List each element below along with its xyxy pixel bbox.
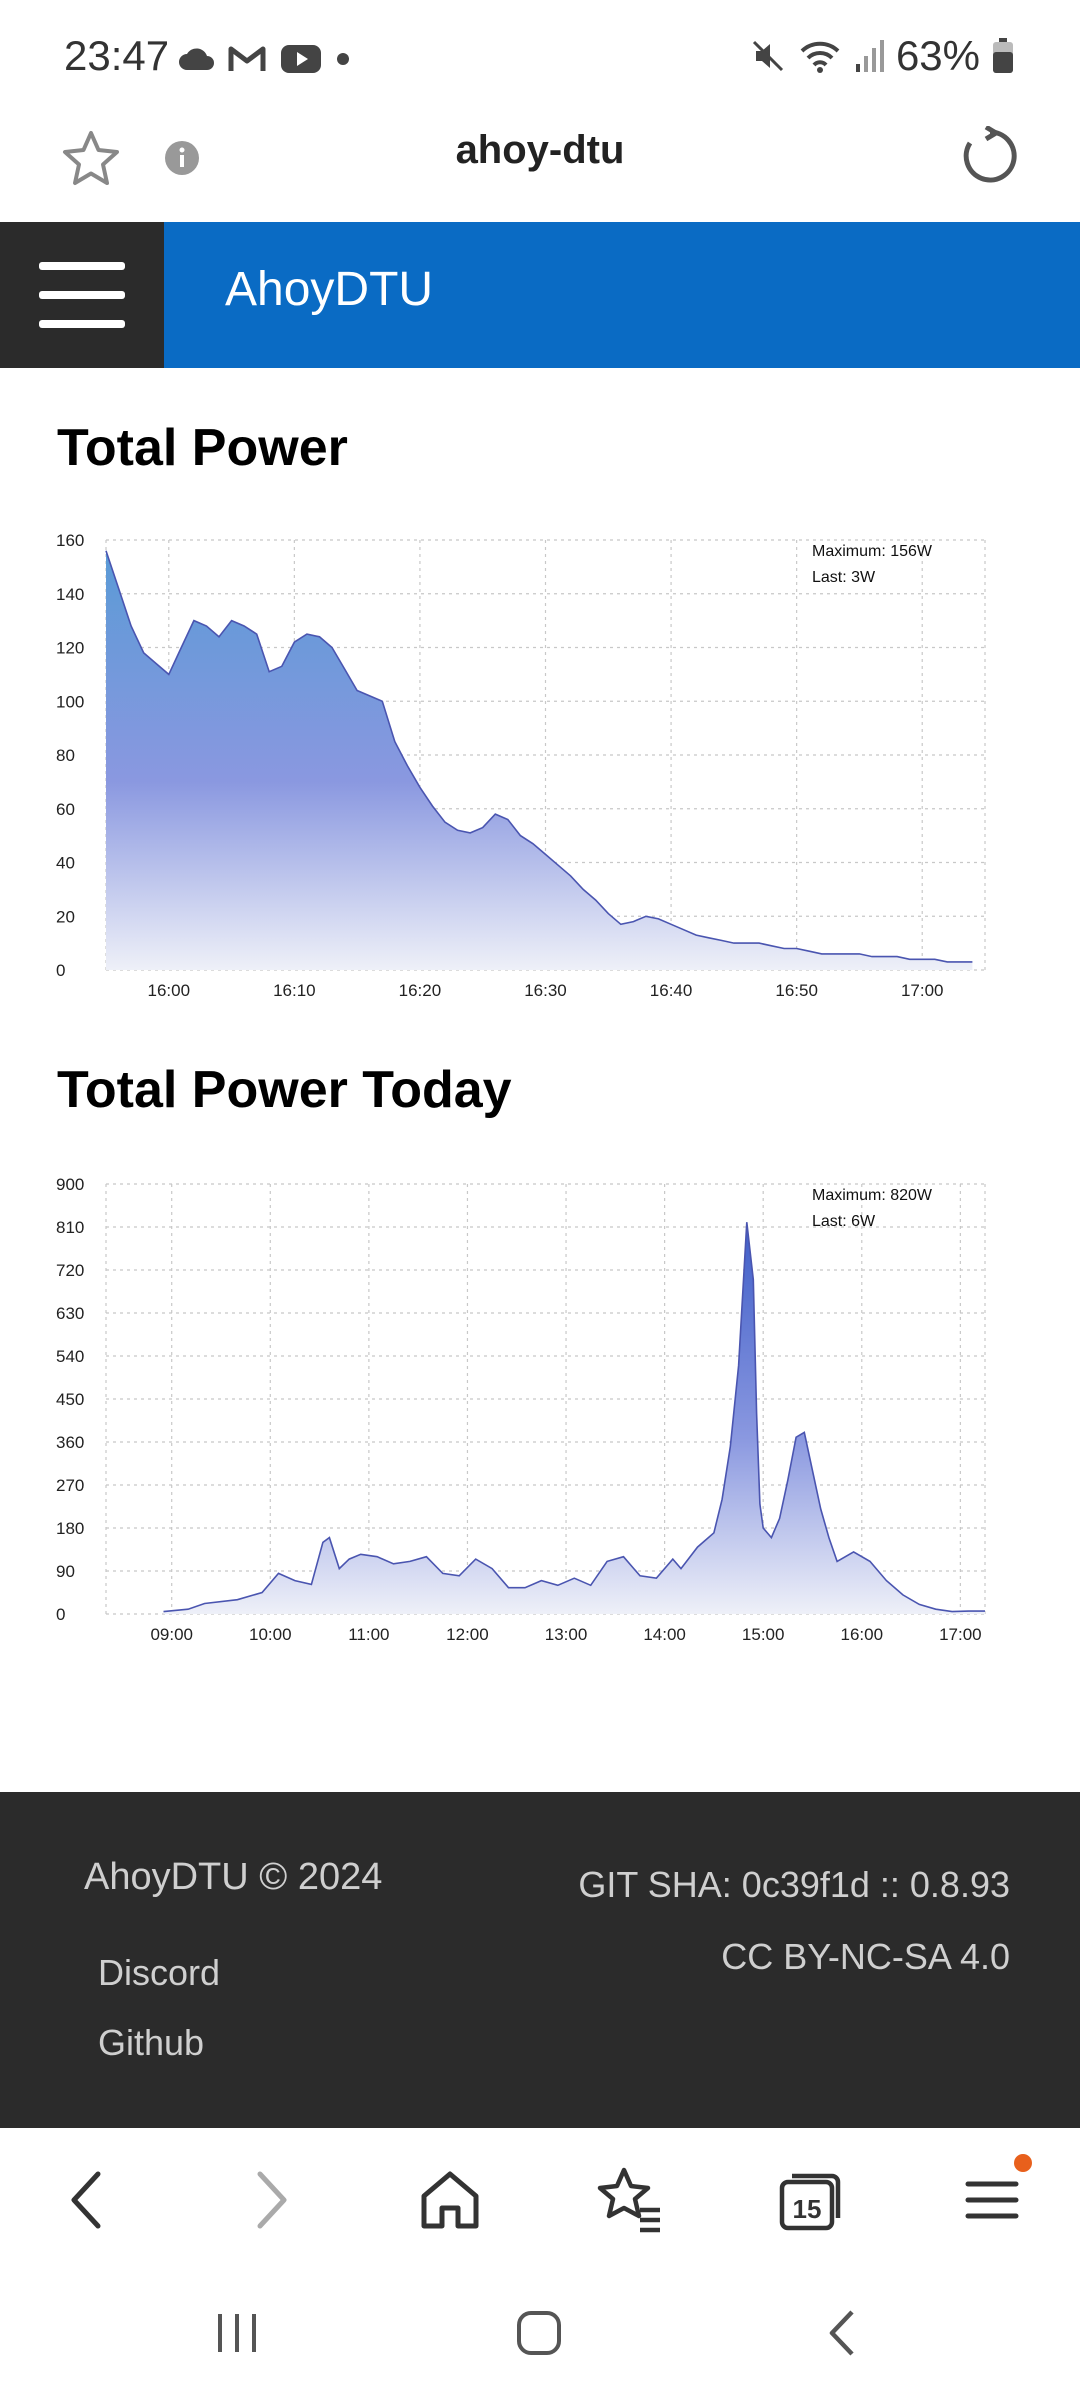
y-tick-label: 40 [56, 854, 75, 873]
footer-git-sha: GIT SHA: 0c39f1d :: 0.8.93 [578, 1864, 1010, 1905]
battery-icon [993, 38, 1013, 73]
bookmarks-icon[interactable] [594, 2164, 666, 2236]
home-nav-icon[interactable] [514, 2308, 564, 2358]
footer: AhoyDTU © 2024 Discord Github GIT SHA: 0… [0, 1792, 1080, 2128]
more-notifications-dot-icon [337, 53, 349, 65]
recent-apps-icon[interactable] [212, 2308, 262, 2358]
footer-link-github[interactable]: Github [98, 2022, 205, 2063]
x-tick-label: 16:40 [650, 981, 693, 1000]
power-line [163, 1222, 985, 1613]
tabs-icon [779, 2173, 841, 2231]
footer-link-discord[interactable]: Discord [98, 1952, 221, 1993]
system-status: 63% [750, 32, 1014, 80]
x-tick-label: 17:00 [901, 981, 944, 1000]
y-tick-label: 140 [56, 585, 84, 604]
last-annotation: Last: 6W [812, 1213, 876, 1230]
y-tick-label: 100 [56, 692, 84, 711]
x-tick-label: 16:30 [524, 981, 567, 1000]
y-tick-label: 160 [56, 531, 84, 550]
total-power-chart: 0 20 40 60 80 100 120 140 160 16:00 16:10 16:20 16:3… [30, 520, 1030, 1010]
browser-bottom-nav: 15 [0, 2128, 1080, 2268]
site-info-icon[interactable] [164, 140, 200, 176]
maximum-annotation: Maximum: 820W [812, 1187, 933, 1204]
x-tick-label: 17:00 [939, 1625, 982, 1644]
forward-icon[interactable] [234, 2164, 306, 2236]
x-tick-label: 15:00 [742, 1625, 785, 1644]
y-tick-label: 0 [56, 1605, 65, 1624]
cloud-icon [179, 48, 214, 70]
y-tick-label: 720 [56, 1261, 84, 1280]
status-time: 23:47 [64, 32, 170, 79]
x-tick-label: 16:00 [841, 1625, 884, 1644]
hamburger-menu-button[interactable] [0, 222, 164, 368]
y-tick-label: 80 [56, 746, 75, 765]
x-tick-label: 13:00 [545, 1625, 588, 1644]
menu-line [39, 320, 125, 328]
youtube-icon [281, 45, 321, 73]
app-title[interactable]: AhoyDTU [225, 263, 434, 316]
x-tick-label: 09:00 [150, 1625, 193, 1644]
y-tick-label: 180 [56, 1519, 84, 1538]
gmail-icon [228, 46, 266, 71]
y-tick-label: 360 [56, 1433, 84, 1452]
battery-percent: 63% [895, 32, 980, 79]
x-tick-label: 16:10 [273, 981, 316, 1000]
back-nav-icon[interactable] [818, 2308, 868, 2358]
y-tick-label: 630 [56, 1304, 84, 1323]
menu-notification-dot [1014, 2154, 1032, 2172]
menu-line [39, 291, 125, 299]
x-tick-label: 10:00 [249, 1625, 292, 1644]
notification-icons [178, 34, 350, 84]
app-header: AhoyDTU [0, 222, 1080, 368]
y-tick-label: 450 [56, 1390, 84, 1409]
x-tick-label: 16:20 [399, 981, 442, 1000]
y-tick-label: 0 [56, 961, 65, 980]
y-tick-label: 60 [56, 800, 75, 819]
x-tick-label: 14:00 [643, 1625, 686, 1644]
back-icon[interactable] [52, 2164, 124, 2236]
tab-count: 15 [792, 2194, 822, 2224]
y-tick-label: 20 [56, 907, 75, 926]
wifi-icon [800, 41, 840, 73]
footer-copyright: AhoyDTU © 2024 [84, 1856, 383, 1898]
home-icon[interactable] [414, 2164, 486, 2236]
y-tick-label: 900 [56, 1175, 84, 1194]
tabs-button[interactable]: 15 [774, 2164, 846, 2236]
total-power-today-heading: Total Power Today [57, 1061, 512, 1119]
y-tick-label: 120 [56, 639, 84, 658]
x-tick-label: 16:00 [148, 981, 191, 1000]
y-tick-label: 270 [56, 1476, 84, 1495]
power-area [106, 550, 973, 970]
footer-license[interactable]: CC BY-NC-SA 4.0 [721, 1936, 1010, 1977]
total-power-chart-svg: 0 20 40 60 80 100 120 140 160 16:00 16:10 16:20 16:3… [56, 531, 986, 1000]
x-tick-label: 11:00 [348, 1625, 389, 1644]
system-nav [0, 2268, 1080, 2400]
menu-line [39, 262, 125, 270]
reload-icon[interactable] [960, 126, 1020, 186]
y-tick-label: 90 [56, 1562, 75, 1581]
url-title[interactable]: ahoy-dtu [455, 128, 625, 172]
y-tick-label: 810 [56, 1218, 84, 1237]
total-power-heading: Total Power [57, 419, 348, 477]
status-bar: 23:47 63% [0, 0, 1080, 118]
total-power-today-chart-svg: 0 90 180 270 360 450 540 630 720 810 900 09:00 10:00… [56, 1175, 986, 1644]
maximum-annotation: Maximum: 156W [812, 543, 933, 560]
signal-icon [855, 40, 884, 72]
x-tick-label: 12:00 [446, 1625, 489, 1644]
x-tick-label: 16:50 [775, 981, 818, 1000]
total-power-today-chart: 0 90 180 270 360 450 540 630 720 810 900 09:00 10:00… [30, 1164, 1030, 1654]
last-annotation: Last: 3W [812, 569, 876, 586]
bookmark-star-icon[interactable] [60, 128, 122, 190]
mute-icon [752, 40, 783, 72]
menu-icon[interactable] [956, 2164, 1028, 2236]
power-line [105, 550, 973, 963]
y-tick-label: 540 [56, 1347, 84, 1366]
